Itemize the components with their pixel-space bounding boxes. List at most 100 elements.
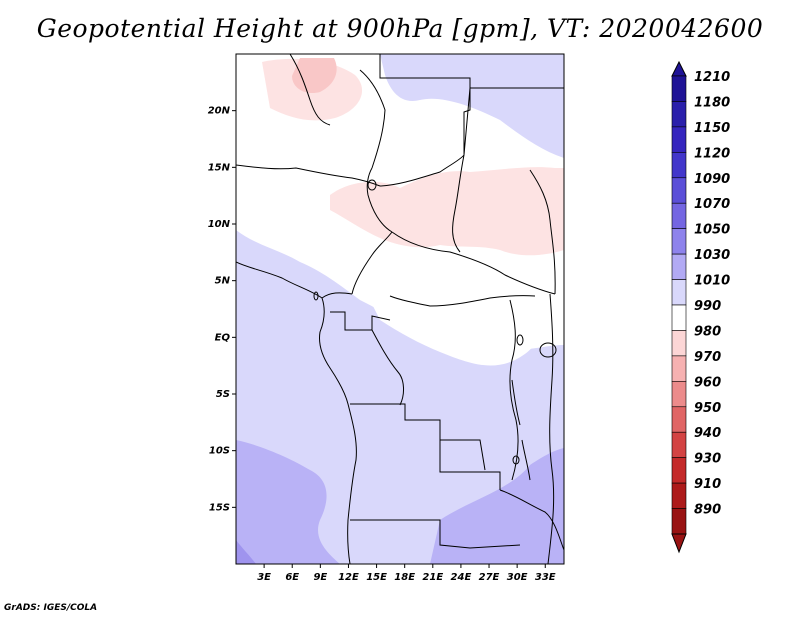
colorbar-label: 1010	[694, 274, 730, 289]
colorbar-swatch	[671, 253, 687, 280]
colorbar-label: 1210	[694, 70, 730, 85]
colorbar-label: 1120	[694, 146, 730, 161]
lake-1	[313, 291, 319, 301]
border-mozambique	[499, 489, 564, 551]
colorbar-label: 1150	[694, 121, 730, 136]
border-congo-north	[389, 295, 536, 307]
x-axis: 3E 6E 9E 12E 15E 18E 21E 24E 27E 30E 33E	[257, 564, 556, 583]
field-low-region-north	[380, 54, 564, 158]
border-cameroon	[351, 231, 393, 295]
y-tick-label: 20N	[208, 106, 231, 117]
y-tick-label: 5S	[216, 389, 230, 400]
field-high-region-sahel	[330, 167, 564, 256]
y-tick-label: 15N	[208, 162, 231, 173]
field-higher-region-north	[292, 58, 337, 94]
border-angola-north	[350, 403, 486, 471]
colorbar-label: 1030	[694, 248, 730, 263]
border-north-2	[359, 69, 386, 169]
colorbar-label: 1070	[694, 197, 730, 212]
x-tick-label: 27E	[479, 572, 500, 583]
border-car	[391, 231, 556, 295]
x-tick-label: 3E	[257, 572, 271, 583]
border-sahel-2	[379, 154, 465, 187]
colorbar-swatch	[671, 279, 687, 306]
x-tick-label: 9E	[313, 572, 327, 583]
colorbar-label: 970	[694, 350, 721, 365]
lake-east	[539, 342, 557, 358]
border-gabon	[330, 311, 391, 331]
x-tick-label: 18E	[394, 572, 415, 583]
colorbar-top-arrow	[671, 60, 687, 77]
map-frame	[235, 53, 565, 565]
border-sahel-1	[236, 164, 381, 187]
colorbar-swatch	[671, 202, 687, 229]
map-field	[236, 54, 564, 564]
colorbar-swatch	[671, 330, 687, 357]
border-east-coast	[547, 293, 555, 564]
colorbar-swatch	[671, 126, 687, 153]
y-tick-label: EQ	[215, 332, 231, 343]
colorbar-swatch	[671, 101, 687, 128]
field-lowest-region	[236, 540, 256, 564]
colorbar-swatch	[671, 406, 687, 433]
y-tick-label: 10N	[208, 219, 231, 230]
colorbar-swatch	[671, 304, 687, 331]
x-tick-label: 24E	[451, 572, 472, 583]
colorbar-label: 930	[694, 452, 721, 467]
coastline-west-africa	[236, 261, 357, 564]
lake-malawi	[521, 439, 531, 481]
y-tick-label: 5N	[215, 276, 231, 287]
map-borders	[236, 54, 564, 564]
x-tick-label: 33E	[535, 572, 556, 583]
border-angola-zambia	[439, 440, 501, 490]
colorbar-swatch	[671, 482, 687, 509]
colorbar-label: 1050	[694, 223, 730, 238]
border-namibia	[350, 519, 521, 549]
border-libya	[379, 54, 471, 155]
lake-victoria	[516, 334, 524, 346]
colorbar-swatch	[671, 177, 687, 204]
field-neutral-interior	[370, 283, 539, 366]
colorbar-label: 910	[694, 477, 721, 492]
y-tick-label: 10S	[209, 446, 230, 457]
field-lower-region-se	[430, 448, 564, 564]
lake-tanganyika	[511, 379, 521, 426]
grads-credit: GrADS: IGES/COLA	[4, 603, 98, 613]
x-tick-label: 6E	[285, 572, 299, 583]
colorbar-label: 940	[694, 426, 721, 441]
colorbar-swatch	[671, 457, 687, 484]
border-ethiopia	[529, 169, 556, 295]
colorbar-swatch	[671, 355, 687, 382]
colorbar-swatch	[671, 75, 687, 102]
colorbar-swatch	[671, 228, 687, 255]
colorbar-swatch	[671, 152, 687, 179]
x-tick-label: 12E	[338, 572, 359, 583]
colorbar: 1210 1180 1150 1120 1090 1070 1050 1030 1010 990 9…	[671, 60, 730, 554]
border-horn	[463, 87, 564, 156]
map-title: Geopotential Height at 900hPa [gpm], VT:…	[36, 14, 764, 43]
border-east-lakes	[509, 299, 519, 481]
colorbar-label: 890	[694, 503, 721, 518]
field-lower-region	[236, 440, 340, 564]
border-chad-nigeria	[366, 167, 393, 233]
x-tick-label: 30E	[507, 572, 528, 583]
y-axis: 20N 15N 10N 5N EQ 5S 10S 15S	[208, 106, 236, 513]
x-tick-label: 21E	[422, 572, 443, 583]
colorbar-label: 1180	[694, 95, 730, 110]
lake-chad	[367, 179, 377, 191]
map-lakes	[313, 179, 557, 481]
colorbar-swatch	[671, 508, 687, 535]
colorbar-label: 950	[694, 401, 721, 416]
colorbar-label: 1090	[694, 172, 730, 187]
colorbar-swatch	[671, 381, 687, 408]
colorbar-swatch	[671, 431, 687, 458]
border-sudan-chad	[452, 154, 465, 253]
border-congo-drc	[371, 329, 404, 406]
border-gulf-guinea	[321, 292, 353, 299]
colorbar-label: 990	[694, 299, 721, 314]
lake-2	[512, 455, 520, 465]
colorbar-bottom-arrow	[671, 533, 687, 554]
colorbar-label: 960	[694, 375, 721, 390]
x-tick-label: 15E	[366, 572, 387, 583]
